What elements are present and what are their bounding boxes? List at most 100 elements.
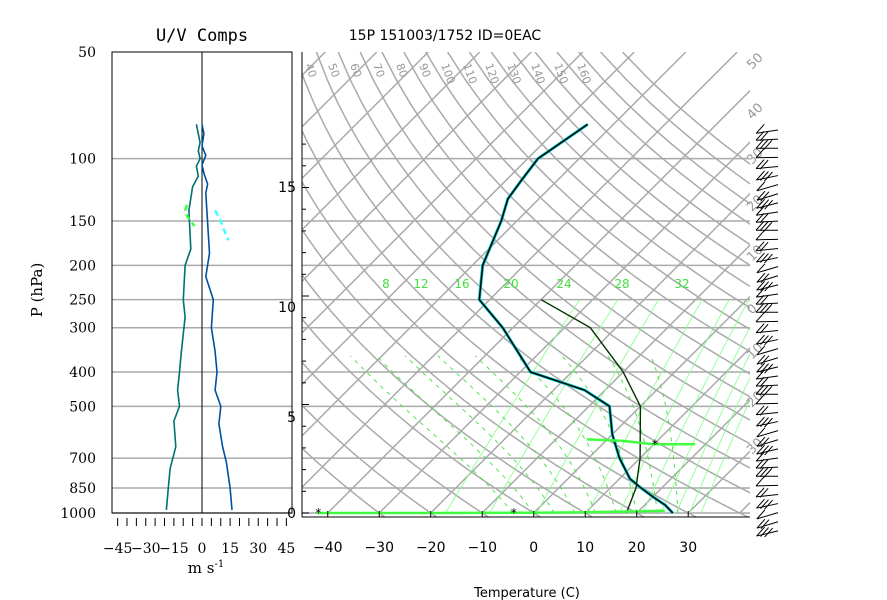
isotherm-label: 10	[744, 243, 766, 265]
wind-barb	[756, 354, 779, 366]
dry-adiabat-line	[381, 52, 750, 398]
wind-barb	[756, 252, 779, 264]
skewt-panel: 15P 151003/1752 ID=0EAC 8 12 16 20 24 28 32 40 5…	[278, 28, 766, 600]
dry-adiabat-line	[359, 52, 750, 421]
wind-barb-feather	[756, 427, 766, 438]
wind-barb-feather	[755, 123, 765, 134]
height-tick-label: 0	[287, 506, 296, 522]
mixing-ratio-label: 8	[382, 277, 390, 291]
wind-barb	[755, 230, 779, 241]
wind-barb-feather	[763, 303, 773, 314]
wind-barb	[755, 487, 779, 498]
wind-barb-feather	[764, 527, 773, 538]
wind-barb-staff	[756, 220, 779, 223]
wind-barb	[755, 405, 779, 416]
wind-barb-feather	[756, 252, 765, 263]
wind-barb-feather	[764, 363, 774, 374]
uv-series-line	[213, 209, 230, 241]
wind-barb-feather	[755, 148, 765, 159]
wind-barb-feather	[760, 527, 769, 537]
wind-barb-staff	[756, 275, 779, 283]
wind-barb-feather	[756, 436, 766, 447]
wind-barb	[755, 241, 779, 252]
wind-barb-feather	[764, 417, 773, 428]
wind-barb-feather	[756, 509, 766, 520]
isotherm-line	[430, 192, 750, 514]
wind-barb-feather	[756, 518, 766, 529]
wind-barb-feather	[760, 437, 770, 448]
dry-adiabat-label: 40	[302, 62, 319, 80]
wind-barb-feather	[755, 220, 765, 231]
uv-x-tick-label: −45	[103, 541, 133, 557]
wind-barb	[756, 334, 779, 346]
wind-barb	[756, 498, 779, 510]
uv-pressure-tick-label: 1000	[60, 506, 96, 522]
wind-barb-feather	[759, 459, 769, 469]
dry-adiabat-label: 100	[438, 62, 457, 86]
isotherm-line	[584, 347, 750, 514]
uv-title: U/V Comps	[156, 26, 248, 46]
wind-barb-feather	[755, 159, 765, 169]
wind-barb-feather	[763, 467, 773, 478]
uv-pressure-tick-label: 100	[69, 152, 96, 168]
wind-barb-feather	[760, 281, 770, 292]
dry-adiabat-line	[302, 447, 386, 517]
uv-ylabel: P (hPa)	[28, 263, 46, 318]
wind-barb-feather	[760, 499, 769, 510]
wind-barb-staff	[756, 184, 779, 192]
wind-barb-feather	[756, 498, 765, 509]
skewt-series-line	[586, 438, 696, 446]
wind-barb-feather	[763, 139, 773, 150]
wind-barb-feather	[755, 294, 765, 305]
wind-barb-feather	[764, 335, 773, 346]
skewt-series-line	[478, 123, 674, 514]
wind-barb-feather	[760, 253, 769, 263]
wind-barb-feather	[755, 312, 765, 323]
temperature-tick-label: 10	[576, 540, 594, 556]
mixing-ratio-label: 24	[556, 277, 571, 291]
dry-adiabat-label: 110	[460, 62, 479, 86]
wind-barbs	[755, 123, 779, 538]
moist-adiabat-line	[437, 355, 576, 514]
wind-barb-staff	[756, 129, 779, 134]
temperature-tick-label: 30	[679, 540, 697, 556]
wind-barb	[755, 476, 779, 487]
temperature-tick-label: −40	[313, 540, 343, 556]
isotherm-line	[327, 89, 750, 514]
wind-barb-feather	[760, 171, 769, 181]
wind-barb-feather	[764, 253, 773, 264]
dry-adiabat-line	[468, 52, 750, 309]
uv-pressure-tick-label: 200	[69, 258, 96, 274]
uv-gridlines	[112, 52, 292, 514]
dry-adiabat-line	[302, 317, 542, 517]
wind-barb-staff	[756, 138, 779, 141]
wind-barb-feather	[763, 385, 773, 396]
wind-barb-feather	[764, 199, 774, 210]
mixing-ratio-label: 16	[454, 277, 469, 291]
uv-pressure-tick-label: 700	[69, 451, 96, 467]
wind-barb	[756, 272, 779, 284]
moist-adiabat-line	[375, 355, 535, 514]
mixing-ratio-line	[689, 377, 750, 514]
wind-barb-staff	[756, 457, 779, 462]
moist-adiabat-line	[404, 355, 555, 514]
uv-pressure-tick-label: 500	[69, 399, 96, 415]
wind-barb-staff	[756, 375, 779, 380]
uv-series-group	[165, 124, 233, 510]
dry-adiabat-line	[302, 361, 490, 517]
wind-barb-feather	[756, 198, 766, 209]
wind-barb	[755, 130, 779, 142]
wind-barb-feather	[759, 323, 769, 334]
dry-adiabat-line	[490, 52, 750, 288]
wind-barb	[756, 280, 779, 292]
wind-barb-feather	[760, 355, 770, 366]
wind-barb-feather	[759, 241, 769, 252]
mixing-ratio-label: 20	[503, 277, 518, 291]
dry-adiabat-line	[337, 52, 750, 445]
wind-barb-feather	[764, 171, 773, 182]
wind-barb-feather	[759, 467, 769, 478]
wind-barb	[756, 198, 779, 210]
wind-barb-staff	[756, 357, 779, 365]
skewt-xlabel: Temperature (C)	[473, 586, 580, 600]
mixing-ratio-line	[445, 299, 580, 514]
